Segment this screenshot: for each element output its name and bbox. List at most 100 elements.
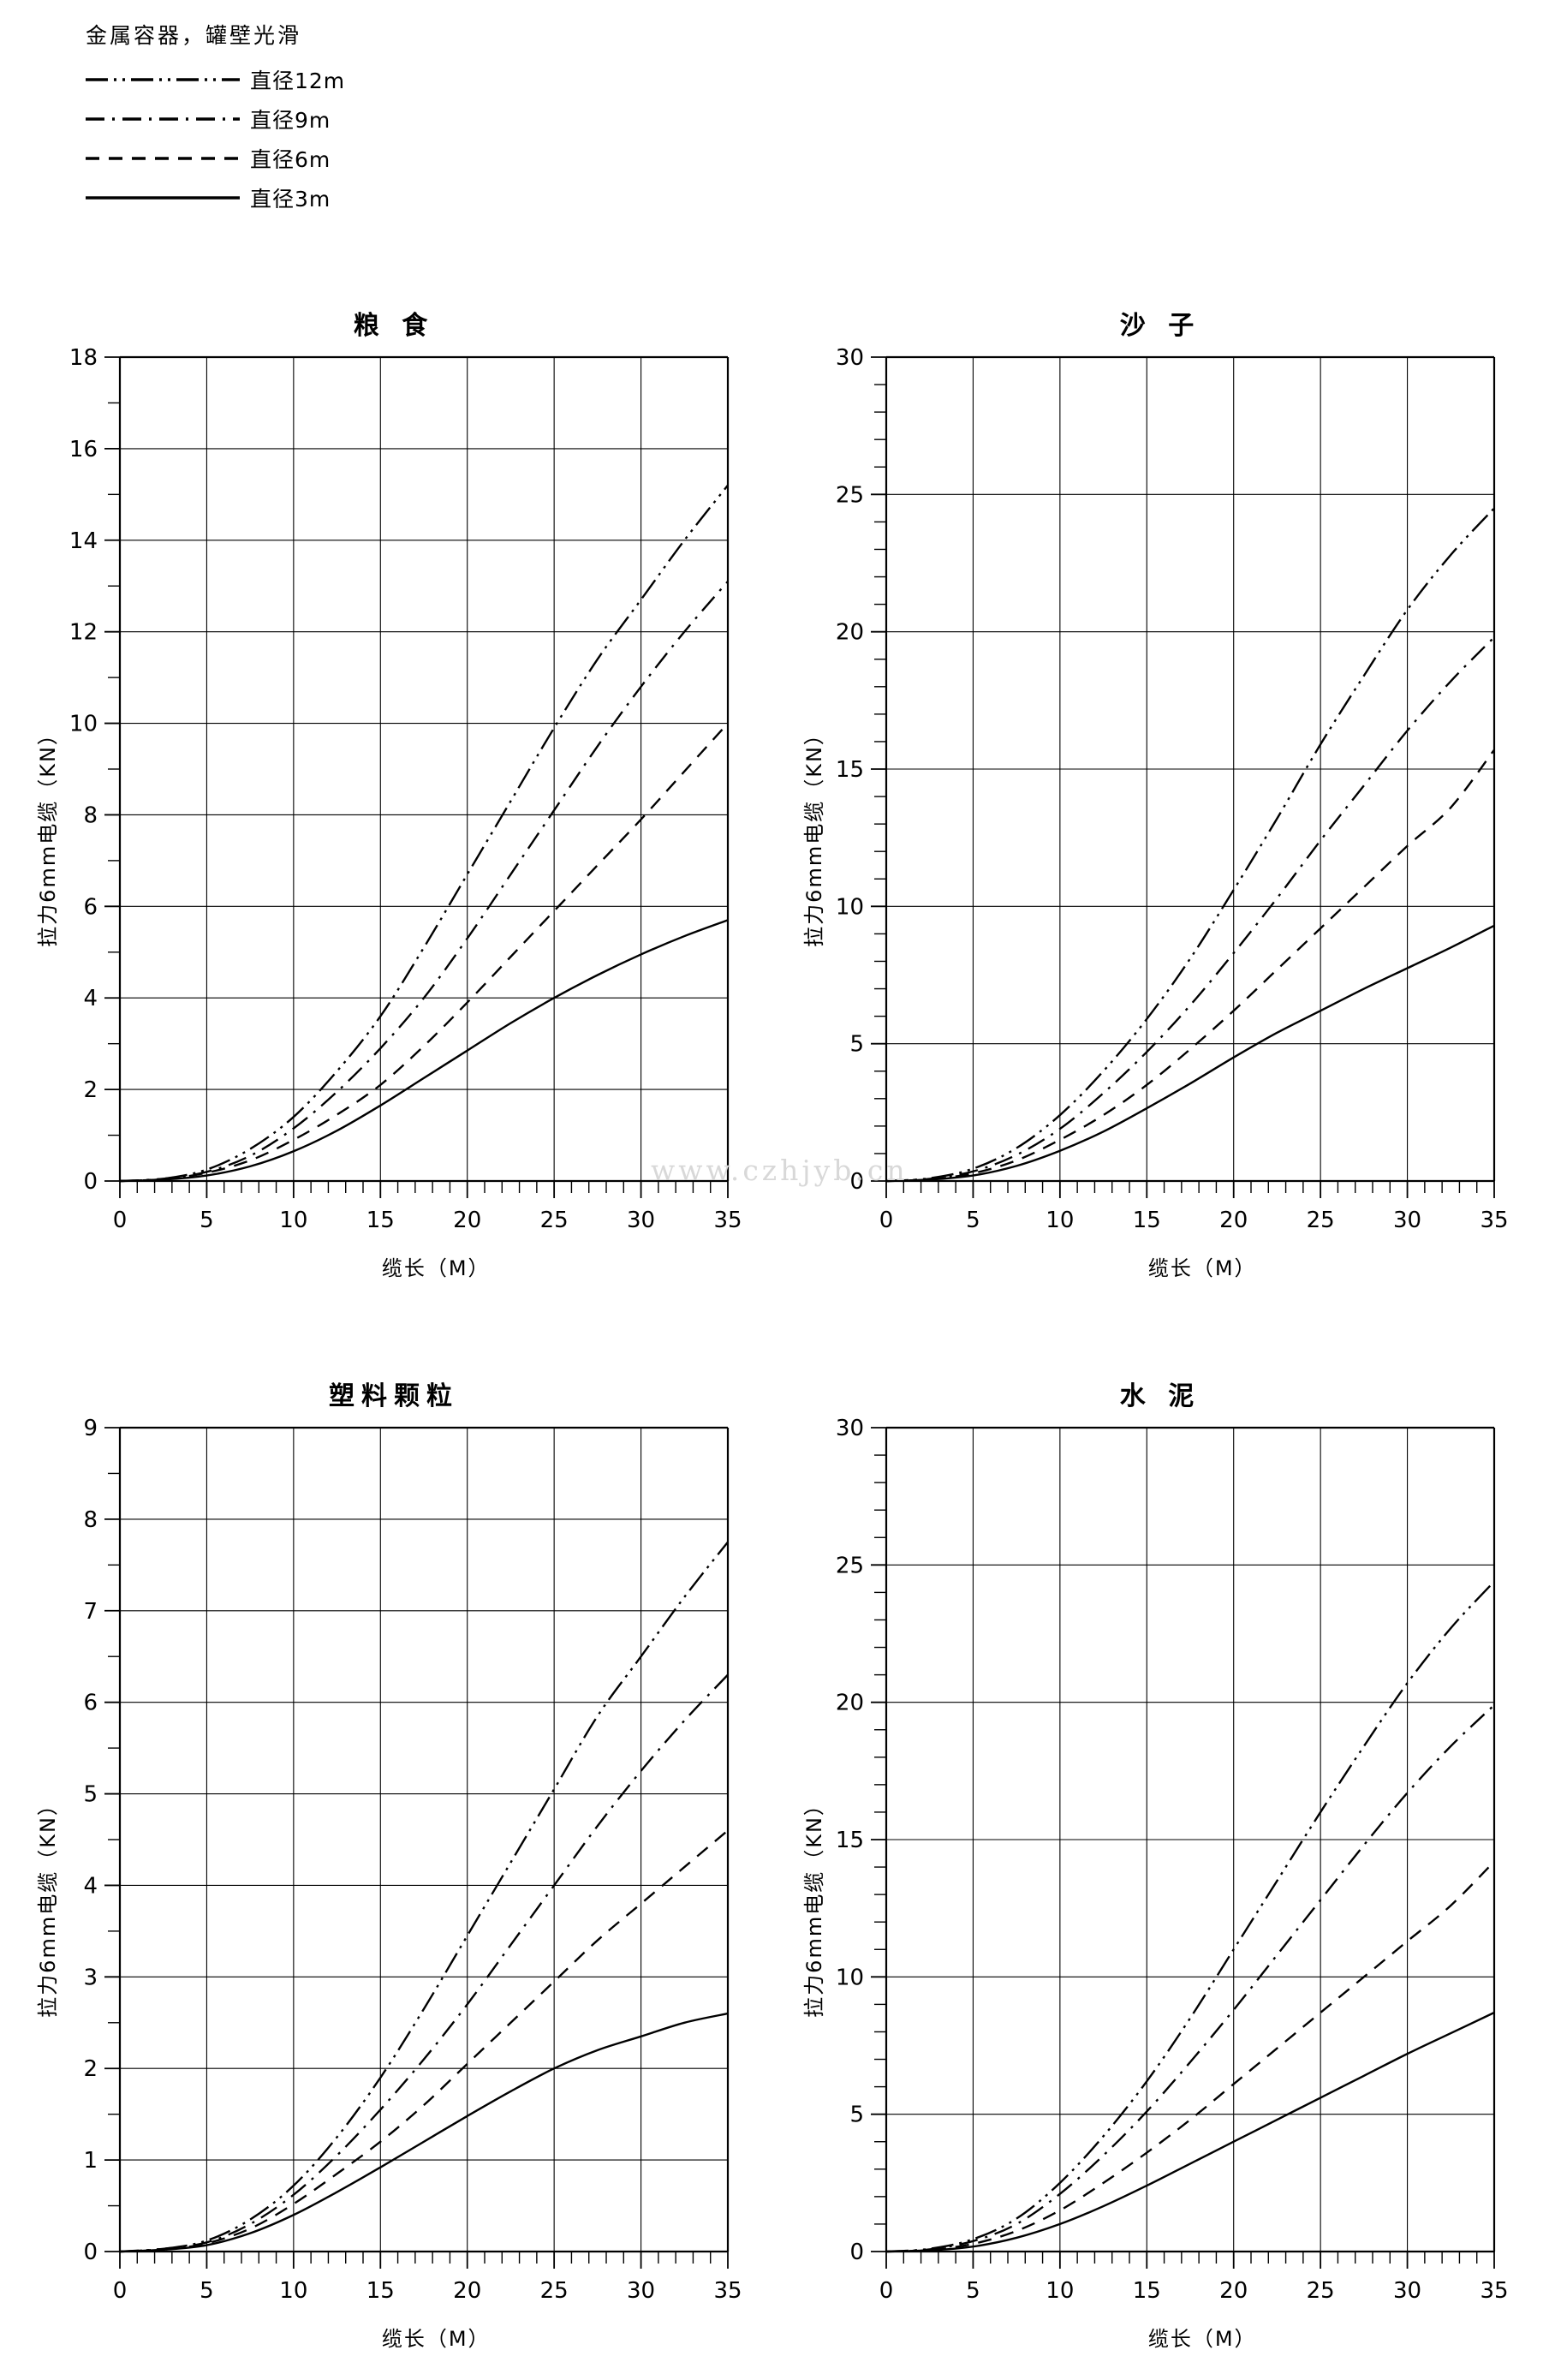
y-tick-label: 5 [83, 1782, 98, 1808]
x-tick-label: 25 [540, 1208, 569, 1233]
legend-item-直径3m: 直径3m [86, 178, 345, 218]
x-tick-label: 20 [1219, 2278, 1248, 2304]
x-tick-label: 30 [627, 2278, 655, 2304]
x-tick-label: 30 [1393, 1208, 1421, 1233]
y-tick-label: 30 [836, 1416, 864, 1441]
chart-panel-grain: 粮 食 0 2 4 6 8 10 12 14 16 18 0 5 10 15 20 25 30 35 缆长（M） 拉力6… [26, 304, 762, 1280]
x-tick-label: 15 [366, 1208, 395, 1233]
series-line-直径12m [119, 484, 729, 1183]
legend-line-sample-dash-dot-dot [86, 71, 240, 88]
legend-item-直径12m: 直径12m [86, 60, 345, 99]
legend-item-直径9m: 直径9m [86, 99, 345, 139]
x-tick-label: 30 [1393, 2278, 1421, 2304]
series-line-直径12m [885, 1580, 1495, 2253]
y-tick-label: 0 [83, 2240, 98, 2265]
x-tick-label: 30 [627, 1208, 655, 1233]
y-tick-label: 5 [849, 2103, 864, 2128]
watermark: www.czhjyb.cn [651, 1154, 909, 1187]
y-axis-label: 拉力6mm电缆（KN） [36, 1793, 60, 2018]
chart-panel-sand: 沙 子 0 5 10 15 20 25 30 0 5 10 15 20 25 30 35 缆长（M） 拉力6mm电… [792, 304, 1528, 1280]
chart-canvas-plastic-pellets: 0 1 2 3 4 5 6 7 8 9 0 5 10 15 20 25 30 35 缆长（M） 拉力6mm电缆（KN） [36, 1416, 742, 2351]
x-tick-label: 35 [713, 1208, 742, 1233]
series-line-直径12m [885, 507, 1495, 1183]
y-tick-label: 2 [83, 1077, 98, 1103]
y-tick-label: 6 [83, 894, 98, 920]
legend-item-label: 直径3m [250, 187, 331, 212]
chart-panel-cement: 水 泥 0 5 10 15 20 25 30 0 5 10 15 20 25 30 35 缆长（M） 拉力6mm电… [792, 1375, 1528, 2351]
y-tick-label: 2 [83, 2056, 98, 2082]
legend-line-sample-solid [86, 189, 240, 206]
legend: 金属容器，罐壁光滑 直径12m 直径9m 直径6m 直径3m [86, 19, 345, 218]
y-tick-label: 12 [69, 620, 98, 646]
series-line-直径12m [119, 1541, 729, 2253]
series-line-直径3m [885, 2011, 1495, 2253]
y-tick-label: 0 [83, 1169, 98, 1195]
y-tick-label: 30 [836, 345, 864, 371]
y-tick-label: 4 [83, 1873, 98, 1899]
legend-line-sample-dash-dot [86, 110, 240, 128]
y-tick-label: 10 [69, 712, 98, 737]
y-axis-label: 拉力6mm电缆（KN） [36, 723, 60, 947]
chart-canvas-sand: 0 5 10 15 20 25 30 0 5 10 15 20 25 30 35 缆长（M） 拉力6mm电缆（K… [802, 345, 1509, 1280]
y-tick-label: 5 [849, 1032, 864, 1058]
x-tick-label: 25 [1307, 2278, 1335, 2304]
x-tick-label: 20 [453, 2278, 481, 2304]
series-line-直径9m [885, 1703, 1495, 2253]
x-tick-label: 15 [366, 2278, 395, 2304]
chart-title-sand: 沙 子 [1119, 311, 1201, 341]
x-tick-label: 35 [1480, 1208, 1508, 1233]
chart-canvas-grain: 0 2 4 6 8 10 12 14 16 18 0 5 10 15 20 25 30 35 缆长（M） 拉力6mm电… [36, 345, 742, 1280]
x-axis-label: 缆长（M） [1148, 2327, 1257, 2351]
x-tick-label: 15 [1133, 2278, 1161, 2304]
x-tick-label: 0 [879, 1208, 894, 1233]
x-tick-label: 10 [279, 2278, 307, 2304]
x-tick-label: 5 [200, 1208, 214, 1233]
x-tick-label: 15 [1133, 1208, 1161, 1233]
svg-text:拉力6mm电缆（KN）: 拉力6mm电缆（KN） [802, 723, 826, 947]
series-line-直径9m [119, 581, 729, 1183]
x-axis-label: 缆长（M） [382, 1256, 491, 1280]
x-axis-label: 缆长（M） [1148, 1256, 1257, 1280]
series-line-直径3m [119, 919, 729, 1183]
y-tick-label: 0 [849, 2240, 864, 2265]
x-tick-label: 10 [1046, 2278, 1074, 2304]
y-tick-label: 7 [83, 1599, 98, 1625]
svg-text:拉力6mm电缆（KN）: 拉力6mm电缆（KN） [36, 1793, 60, 2018]
legend-line-sample-dashed [86, 150, 240, 167]
x-axis-label: 缆长（M） [382, 2327, 491, 2351]
x-tick-label: 0 [113, 2278, 128, 2304]
y-axis-label: 拉力6mm电缆（KN） [802, 1793, 826, 2018]
y-tick-label: 4 [83, 986, 98, 1011]
series-line-直径3m [885, 924, 1495, 1183]
y-tick-label: 25 [836, 482, 864, 508]
x-tick-label: 10 [279, 1208, 307, 1233]
x-tick-label: 25 [1307, 1208, 1335, 1233]
series-line-直径9m [885, 636, 1495, 1183]
x-tick-label: 0 [879, 2278, 894, 2304]
x-tick-label: 35 [713, 2278, 742, 2304]
x-tick-label: 20 [453, 1208, 481, 1233]
y-tick-label: 8 [83, 1507, 98, 1533]
chart-title-plastic-pellets: 塑料颗粒 [329, 1381, 459, 1411]
y-tick-label: 20 [836, 1691, 864, 1716]
y-tick-label: 8 [83, 802, 98, 828]
series-line-直径6m [885, 1860, 1495, 2253]
x-tick-label: 35 [1480, 2278, 1508, 2304]
x-tick-label: 25 [540, 2278, 569, 2304]
chart-canvas-cement: 0 5 10 15 20 25 30 0 5 10 15 20 25 30 35 缆长（M） 拉力6mm电缆（K… [802, 1416, 1509, 2351]
chart-grid: 粮 食 0 2 4 6 8 10 12 14 16 18 0 5 10 15 20 25 30 35 缆长（M） 拉力6… [26, 304, 1528, 2351]
legend-item-label: 直径12m [250, 69, 346, 93]
series-line-直径6m [119, 1829, 729, 2253]
chart-title-grain: 粮 食 [353, 311, 435, 341]
series-line-直径3m [119, 2012, 729, 2253]
y-tick-label: 10 [836, 894, 864, 920]
x-tick-label: 20 [1219, 1208, 1248, 1233]
chart-panel-plastic-pellets: 塑料颗粒 0 1 2 3 4 5 6 7 8 9 0 5 10 15 20 25 30 35 缆长（M） 拉力6mm电缆… [26, 1375, 762, 2351]
y-tick-label: 15 [836, 1828, 864, 1853]
y-tick-label: 1 [83, 2148, 98, 2174]
x-tick-label: 0 [113, 1208, 128, 1233]
series-line-直径6m [885, 749, 1495, 1183]
x-tick-label: 5 [200, 2278, 214, 2304]
y-tick-label: 20 [836, 620, 864, 646]
y-tick-label: 15 [836, 757, 864, 783]
